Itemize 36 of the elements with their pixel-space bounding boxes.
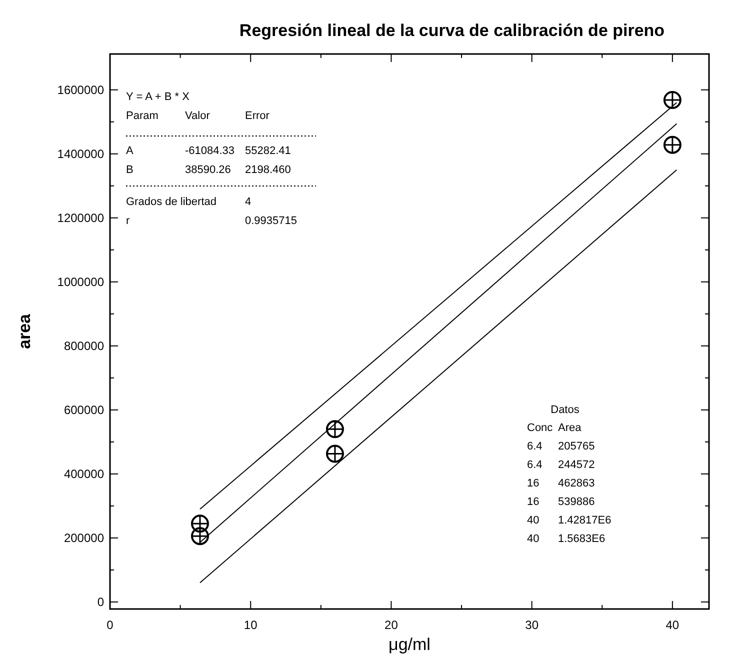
chart-title: Regresión lineal de la curva de calibración de pireno	[239, 21, 665, 40]
y-tick-label: 1400000	[57, 146, 104, 161]
x-tick-label: 10	[244, 618, 258, 632]
point	[326, 444, 344, 463]
text: 6.4 244572	[527, 459, 595, 471]
y-axis-title: area	[15, 313, 34, 349]
text: Param Valor Error	[126, 110, 270, 122]
y-tick-label: 1600000	[57, 82, 104, 97]
point	[190, 514, 209, 533]
y-tick-label: 0	[97, 594, 104, 609]
text: Grados de libertad 4	[126, 196, 252, 208]
x-tick-label: 40	[666, 618, 680, 632]
point	[326, 420, 344, 438]
text: 6.4 205765	[527, 440, 595, 452]
x-tick-label: 0	[106, 618, 114, 632]
text: 40 1.42817E6	[527, 514, 612, 526]
text: 16 462863	[527, 478, 595, 490]
text: r 0.9935715	[126, 215, 297, 227]
y-tick-label: 600000	[64, 402, 104, 417]
x-tick-label: 30	[525, 618, 539, 632]
x-tick-label: 20	[384, 618, 398, 632]
text: B 38590.26 2198.460	[126, 164, 291, 176]
text: 16 539886	[527, 496, 595, 508]
text: 40 1.5683E6	[527, 533, 606, 545]
y-tick-label: 800000	[64, 338, 104, 353]
y-tick-label: 400000	[64, 466, 104, 481]
annotation: Conc Area	[527, 422, 582, 434]
point	[663, 136, 682, 154]
y-tick-label: 200000	[64, 530, 104, 545]
text: A -61084.33 55282.41	[126, 145, 291, 157]
point	[663, 90, 682, 109]
x-axis-title: μg/ml	[388, 635, 430, 654]
annotation: Datos	[550, 404, 580, 416]
y-tick-label: 1200000	[57, 210, 104, 225]
y-tick-label: 1000000	[57, 274, 104, 289]
annotation: Y = A + B * X	[126, 91, 190, 103]
